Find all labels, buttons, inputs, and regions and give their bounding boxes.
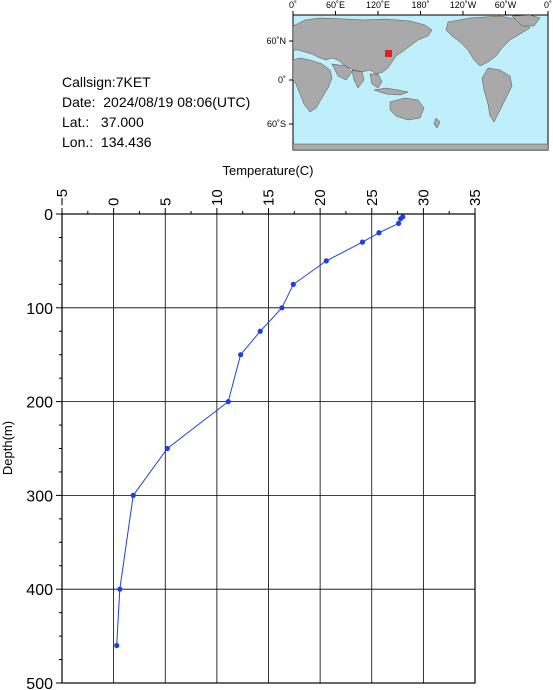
x-tick-label: 30 [415,189,432,206]
map-top-label: 60˚W [495,0,517,10]
world-map: 0˚ 60˚E 120˚E 180˚ 120˚W 60˚W 0˚ 60˚N 0˚ 60˚S [266,0,552,151]
x-tick-label: 0 [106,198,123,206]
map-top-label: 0˚ [544,0,552,10]
x-tick-label: 25 [364,189,381,206]
map-left-label: 60˚S [267,119,286,129]
y-tick-label: 0 [44,207,53,224]
station-info: Callsign:7KET Date: 2024/08/19 08:06(UTC… [62,72,250,152]
longitude-text: Lon.: 134.436 [62,134,152,150]
data-series [114,214,406,649]
map-top-label: 0˚ [289,0,297,10]
y-axis-label: Depth(m) [0,421,15,475]
data-point [279,305,285,311]
map-land [293,15,548,150]
latitude-text: Lat.: 37.000 [62,114,144,130]
x-tick-label: −5 [54,189,71,206]
x-tick-label: 20 [312,189,329,206]
data-point [114,642,120,649]
y-tick-label: 300 [26,488,53,505]
data-point [323,258,329,264]
map-top-label: 120˚W [450,0,477,10]
x-tick-label: 10 [209,189,226,206]
data-point [117,586,123,592]
data-point [164,445,170,452]
y-tick-label: 400 [26,582,53,599]
chart-grid [61,213,476,684]
location-marker [385,50,392,57]
map-top-labels: 0˚ 60˚E 120˚E 180˚ 120˚W 60˚W 0˚ [289,0,552,10]
series-line [116,216,404,646]
y-tick-label: 200 [26,395,53,412]
data-point [398,216,404,222]
y-tick-label: 100 [26,301,53,318]
map-left-label: 0˚ [278,75,286,85]
callsign-text: Callsign:7KET [62,74,151,90]
x-tick-label: 15 [261,189,278,206]
x-tick-label: 5 [157,198,174,206]
map-left-label: 60˚N [266,36,286,46]
map-top-label: 60˚E [326,0,345,10]
x-tick-label: 35 [467,189,484,206]
map-top-label: 120˚E [366,0,390,10]
map-frame-ticks [289,11,549,125]
data-point [376,230,382,236]
x-axis-label: Temperature(C) [222,163,313,178]
data-point [238,352,244,358]
y-axis-ticks: 0 100 200 300 400 500 [26,207,62,690]
data-point [257,328,263,334]
data-point [130,492,136,498]
map-top-label: 180˚ [411,0,429,10]
data-point [225,399,231,405]
date-text: Date: 2024/08/19 08:06(UTC) [62,94,251,110]
data-point [359,239,366,245]
map-left-labels: 60˚N 0˚ 60˚S [266,36,286,129]
data-point [395,220,402,226]
x-axis-ticks: −5 0 5 10 15 20 25 30 35 [54,189,484,214]
y-tick-label: 500 [26,676,53,690]
data-point [290,281,296,287]
